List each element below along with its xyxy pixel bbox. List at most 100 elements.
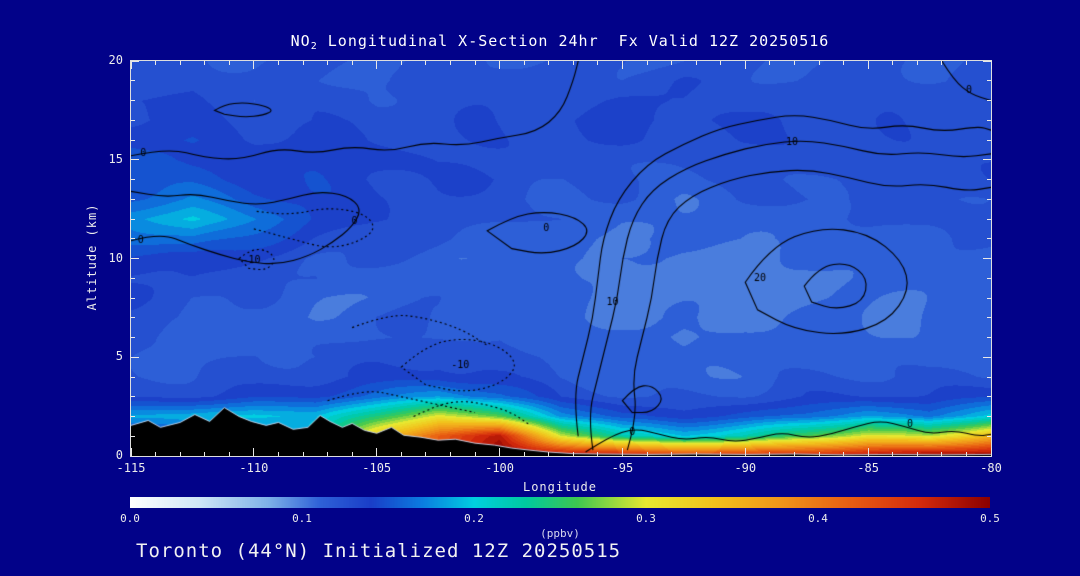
- x-tick: [351, 452, 353, 456]
- x-tick: [695, 452, 697, 456]
- x-tick: [130, 61, 132, 69]
- y-tick: [987, 376, 991, 378]
- x-tick: [892, 61, 894, 65]
- x-tick: [646, 61, 648, 65]
- y-tick: [131, 139, 135, 141]
- y-tick-label: 0: [115, 448, 123, 462]
- x-tick: [843, 61, 845, 65]
- chart-title-prefix: NO: [290, 32, 311, 50]
- x-tick: [376, 61, 378, 69]
- y-tick: [131, 337, 135, 338]
- y-tick: [987, 198, 991, 200]
- y-tick: [131, 416, 135, 417]
- x-tick: [572, 452, 574, 456]
- x-tick: [916, 452, 918, 456]
- x-tick: [474, 452, 476, 456]
- x-tick: [351, 61, 353, 65]
- y-tick: [987, 277, 991, 279]
- footer-init-text: Toronto (44°N) Initialized 12Z 20250515: [136, 540, 622, 562]
- x-tick-label: -110: [239, 461, 269, 475]
- y-tick: [131, 376, 135, 378]
- y-tick: [987, 100, 991, 101]
- y-tick: [983, 159, 991, 161]
- x-tick: [818, 452, 820, 456]
- x-tick: [646, 452, 648, 456]
- colorbar-tick-label: 0.0: [120, 512, 140, 525]
- chart-title-rest: Longitudinal X-Section 24hr Fx Valid 12Z…: [317, 32, 830, 50]
- x-tick: [621, 61, 623, 69]
- y-tick: [131, 356, 139, 358]
- x-tick: [327, 452, 329, 456]
- x-tick: [130, 448, 132, 456]
- y-tick-label: 10: [108, 250, 123, 265]
- y-tick: [131, 297, 135, 299]
- x-tick: [179, 452, 181, 456]
- x-tick: [843, 452, 845, 456]
- x-tick: [965, 452, 967, 456]
- y-tick: [987, 238, 991, 240]
- x-tick: [204, 452, 206, 456]
- x-tick: [277, 61, 279, 65]
- x-tick: [695, 61, 697, 65]
- chart-title-subscript: 2: [310, 41, 318, 52]
- x-tick-label: -115: [116, 461, 146, 475]
- colorbar-units-label: (ppbv): [540, 527, 580, 540]
- y-tick: [987, 139, 991, 141]
- x-tick: [253, 448, 255, 456]
- y-tick: [131, 179, 135, 180]
- y-tick: [131, 277, 135, 279]
- x-tick: [671, 61, 673, 65]
- x-tick: [327, 61, 329, 65]
- x-tick: [720, 452, 722, 456]
- y-tick-label: 15: [108, 151, 123, 166]
- y-tick: [987, 337, 991, 338]
- y-tick: [987, 218, 991, 220]
- x-tick-label: -80: [980, 461, 1002, 475]
- x-tick: [155, 452, 157, 456]
- x-axis-label: Longitude: [522, 480, 598, 494]
- y-tick: [131, 317, 135, 319]
- y-tick: [987, 80, 991, 82]
- y-tick: [131, 100, 135, 101]
- y-tick: [987, 396, 991, 398]
- y-tick: [131, 238, 135, 240]
- xsection-heatmap-canvas: [131, 61, 991, 456]
- colorbar-tick-label: 0.3: [636, 512, 656, 525]
- x-tick: [793, 61, 795, 65]
- y-tick: [131, 396, 135, 398]
- x-tick-label: -85: [857, 461, 879, 475]
- x-tick: [990, 61, 992, 69]
- y-tick: [131, 119, 135, 121]
- y-tick: [131, 455, 139, 457]
- colorbar-tick-label: 0.2: [464, 512, 484, 525]
- x-tick: [499, 61, 501, 69]
- x-tick: [769, 452, 771, 456]
- x-tick: [228, 452, 230, 456]
- y-tick: [987, 435, 991, 437]
- x-tick: [744, 448, 746, 456]
- y-tick: [131, 258, 139, 259]
- y-tick: [131, 198, 135, 200]
- y-tick: [983, 356, 991, 358]
- x-tick: [523, 452, 525, 456]
- x-tick: [941, 452, 943, 456]
- x-tick: [302, 61, 304, 65]
- x-tick: [965, 61, 967, 65]
- y-tick: [987, 297, 991, 299]
- x-tick: [155, 61, 157, 65]
- y-axis-label: Altitude (km): [85, 203, 99, 311]
- colorbar-gradient-canvas: [130, 497, 990, 508]
- x-tick: [449, 452, 451, 456]
- x-tick: [204, 61, 206, 65]
- x-tick: [253, 61, 255, 69]
- x-tick: [425, 452, 427, 456]
- x-tick: [720, 61, 722, 65]
- y-tick-label: 20: [108, 53, 123, 67]
- y-tick: [987, 119, 991, 121]
- x-tick: [818, 61, 820, 65]
- x-tick: [548, 452, 550, 456]
- colorbar-tick-label: 0.1: [292, 512, 312, 525]
- x-tick: [769, 61, 771, 65]
- x-tick: [597, 61, 599, 65]
